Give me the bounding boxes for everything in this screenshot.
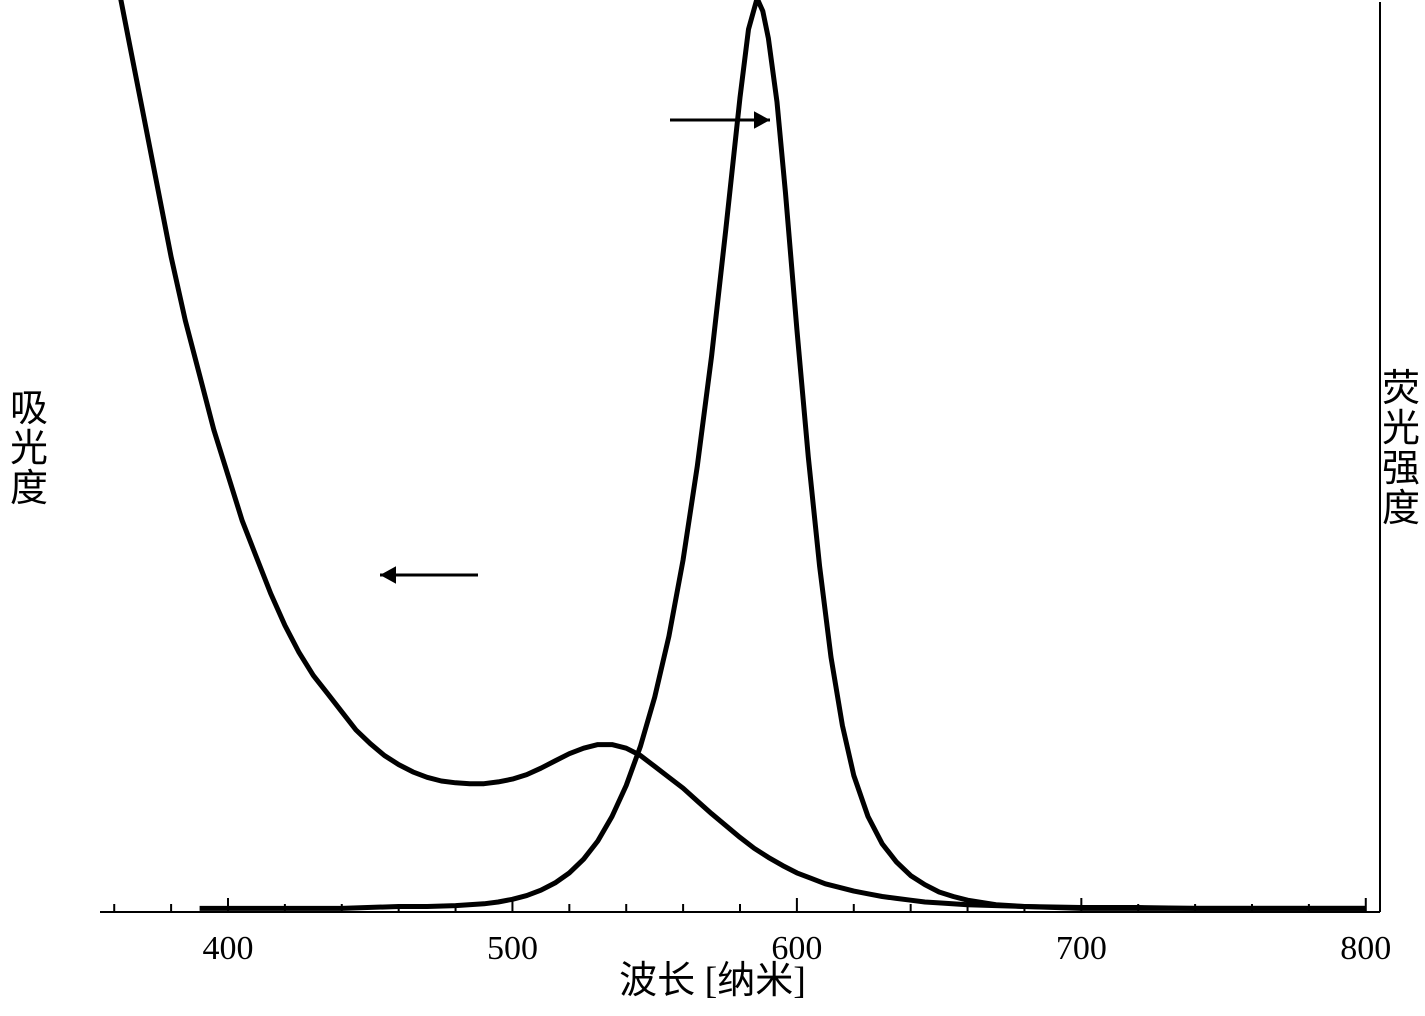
x-axis-label: 波长 [纳米] (0, 949, 1425, 1004)
absorbance-curve (114, 0, 1366, 908)
emission-curve (200, 0, 1366, 908)
chart-svg (0, 0, 1425, 1016)
chart-container: 吸光度 荧光强度 400500600700800 波长 [纳米] (0, 0, 1425, 1016)
